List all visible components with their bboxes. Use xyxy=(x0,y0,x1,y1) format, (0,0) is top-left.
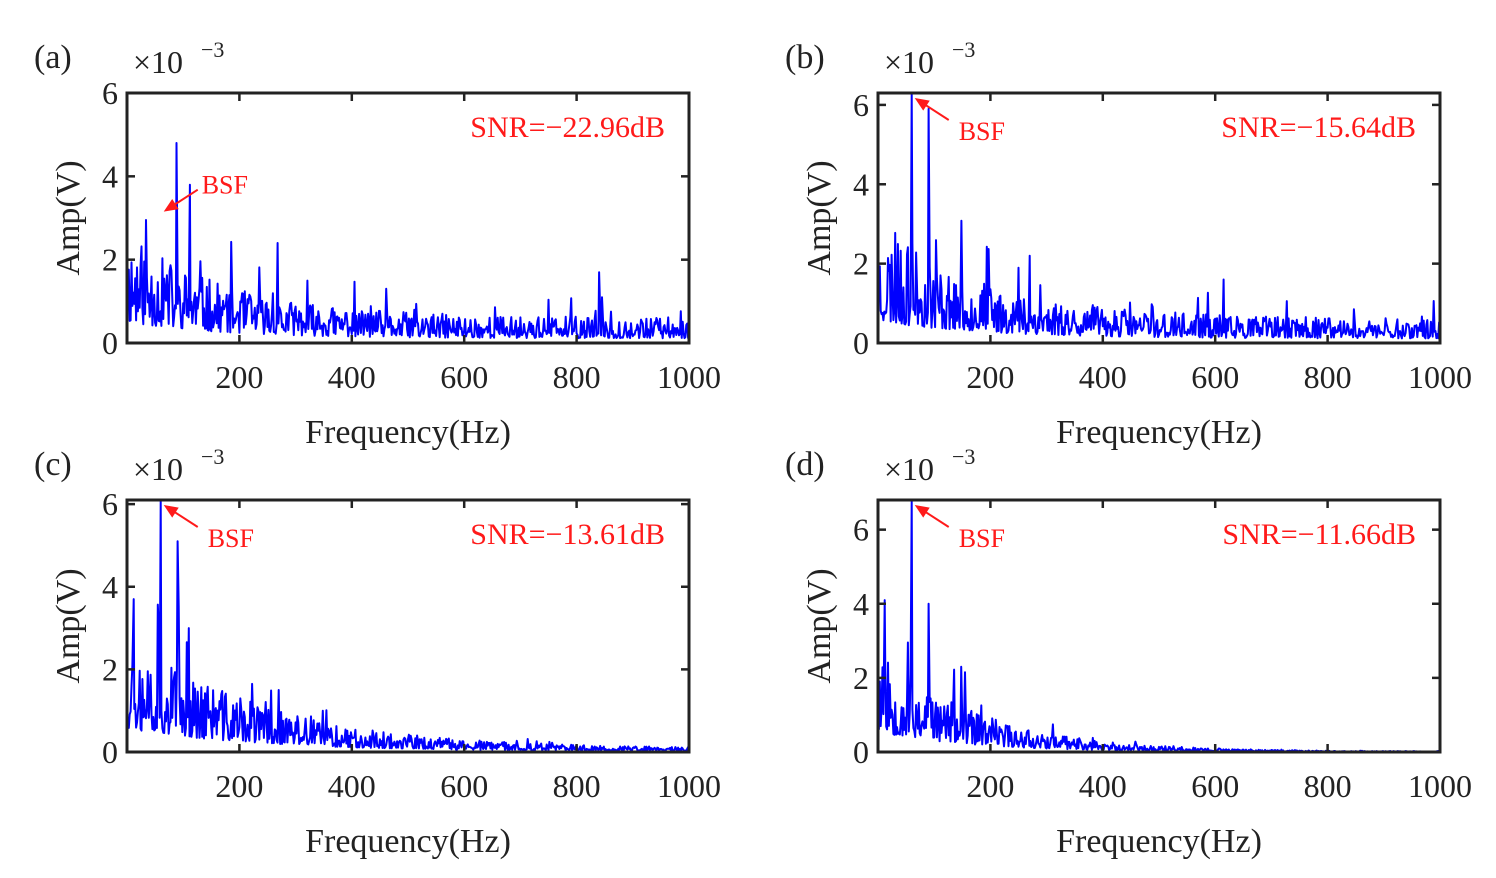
x-tick-label: 1000 xyxy=(657,359,721,395)
x-tick-label: 1000 xyxy=(657,768,721,804)
y-tick-label: 0 xyxy=(853,325,869,361)
bsf-arrow-line xyxy=(171,509,199,528)
panel-d: 200 400 600 800 1000 0 2 4 6 Frequency(Hz) Amp(V) (… xyxy=(785,444,1472,860)
x-tick-label: 800 xyxy=(1304,359,1352,395)
panel-c: 200 400 600 800 1000 0 2 4 6 Frequency(Hz) Amp(V) (… xyxy=(34,444,721,860)
bsf-annotation-label: BSF xyxy=(959,524,1005,553)
scale-multiplier-exponent: −3 xyxy=(201,444,224,469)
bsf-arrow-line xyxy=(922,509,950,528)
x-tick-label: 200 xyxy=(966,359,1014,395)
scale-multiplier-exponent: −3 xyxy=(952,444,975,469)
y-tick-label: 2 xyxy=(102,651,118,687)
bsf-arrowhead xyxy=(914,505,930,518)
x-tick-label: 400 xyxy=(328,359,376,395)
bsf-arrowhead xyxy=(163,505,179,518)
y-tick-label: 2 xyxy=(853,246,869,282)
bsf-arrow-line xyxy=(922,102,950,121)
scale-multiplier-base: ×10 xyxy=(884,44,934,80)
scale-multiplier-exponent: −3 xyxy=(952,37,975,62)
x-tick-label: 1000 xyxy=(1408,768,1472,804)
x-axis-label: Frequency(Hz) xyxy=(1056,414,1262,451)
scale-multiplier-base: ×10 xyxy=(884,451,934,487)
y-axis-label: Amp(V) xyxy=(50,568,87,683)
x-axis-label: Frequency(Hz) xyxy=(305,414,511,451)
x-tick-label: 600 xyxy=(1191,359,1239,395)
x-axis-label: Frequency(Hz) xyxy=(305,823,511,860)
x-tick-label: 800 xyxy=(553,359,601,395)
x-tick-label: 600 xyxy=(1191,768,1239,804)
x-tick-label: 600 xyxy=(440,768,488,804)
y-tick-label: 0 xyxy=(853,734,869,770)
bsf-arrowhead xyxy=(163,199,179,212)
panel-label: (a) xyxy=(34,39,72,76)
y-axis-label: Amp(V) xyxy=(801,160,838,275)
y-tick-label: 6 xyxy=(102,486,118,522)
bsf-annotation-label: BSF xyxy=(202,171,248,200)
y-tick-label: 4 xyxy=(853,166,869,202)
axis-box xyxy=(876,91,1442,345)
x-tick-label: 400 xyxy=(1079,768,1127,804)
x-tick-label: 400 xyxy=(328,768,376,804)
scale-multiplier-base: ×10 xyxy=(133,451,183,487)
bsf-annotation-label: BSF xyxy=(208,524,254,553)
y-tick-label: 0 xyxy=(102,734,118,770)
axis-box xyxy=(125,498,691,754)
x-tick-label: 200 xyxy=(215,768,263,804)
snr-annotation: SNR=−11.66dB xyxy=(1222,518,1416,551)
panel-b: 200 400 600 800 1000 0 2 4 6 Frequency(Hz) Amp(V) (… xyxy=(785,37,1472,451)
bsf-arrowhead xyxy=(914,98,930,111)
y-tick-label: 2 xyxy=(102,242,118,278)
axis-box xyxy=(876,498,1442,754)
y-tick-label: 4 xyxy=(102,158,118,194)
y-tick-label: 2 xyxy=(853,660,869,696)
scale-multiplier-exponent: −3 xyxy=(201,37,224,62)
y-axis-label: Amp(V) xyxy=(50,160,87,275)
panel-label: (b) xyxy=(785,39,825,76)
snr-annotation: SNR=−22.96dB xyxy=(470,111,665,144)
bsf-arrow-line xyxy=(171,188,199,208)
snr-annotation: SNR=−13.61dB xyxy=(470,518,665,551)
x-tick-label: 1000 xyxy=(1408,359,1472,395)
x-tick-label: 800 xyxy=(1304,768,1352,804)
y-tick-label: 6 xyxy=(853,512,869,548)
panel-a: 200 400 600 800 1000 0 2 4 6 Frequency(Hz) Amp(V) (… xyxy=(34,37,721,451)
y-tick-label: 6 xyxy=(102,75,118,111)
spectrum-series-line xyxy=(126,142,690,340)
y-tick-label: 4 xyxy=(853,586,869,622)
axis-box xyxy=(125,91,691,345)
y-tick-label: 0 xyxy=(102,325,118,361)
snr-annotation: SNR=−15.64dB xyxy=(1221,111,1416,144)
panel-label: (c) xyxy=(34,446,72,483)
y-tick-label: 6 xyxy=(853,87,869,123)
panel-label: (d) xyxy=(785,446,825,483)
x-tick-label: 200 xyxy=(966,768,1014,804)
x-tick-label: 400 xyxy=(1079,359,1127,395)
spectrum-series-line xyxy=(126,499,690,752)
bsf-annotation-label: BSF xyxy=(959,117,1005,146)
x-tick-label: 800 xyxy=(553,768,601,804)
y-tick-label: 4 xyxy=(102,569,118,605)
scale-multiplier-base: ×10 xyxy=(133,44,183,80)
x-tick-label: 600 xyxy=(440,359,488,395)
x-tick-label: 200 xyxy=(215,359,263,395)
spectrum-series-line xyxy=(877,92,1441,340)
y-axis-label: Amp(V) xyxy=(801,568,838,683)
x-axis-label: Frequency(Hz) xyxy=(1056,823,1262,860)
